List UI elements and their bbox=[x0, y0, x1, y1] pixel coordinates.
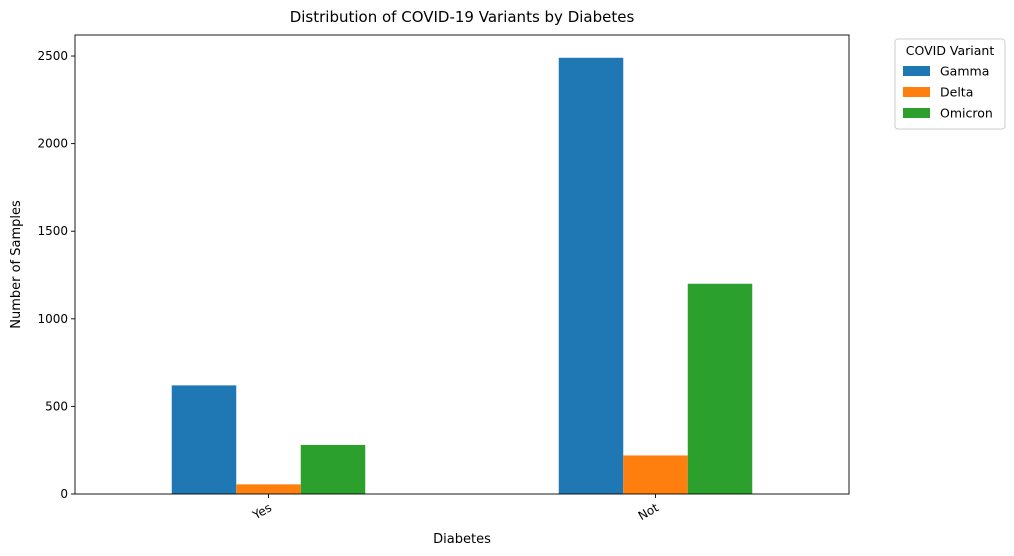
x-tick-label: Not bbox=[636, 500, 661, 523]
x-tick-label: Yes bbox=[249, 500, 274, 522]
legend-swatch-delta bbox=[903, 87, 930, 97]
y-tick-label: 0 bbox=[60, 487, 68, 501]
legend-swatch-omicron bbox=[903, 108, 930, 118]
bar-omicron-yes bbox=[300, 444, 366, 494]
y-tick-label: 500 bbox=[45, 399, 68, 413]
bar-gamma-not bbox=[558, 57, 624, 495]
bar-delta-not bbox=[623, 455, 688, 494]
y-axis-label: Number of Samples bbox=[9, 200, 24, 329]
legend-label-gamma: Gamma bbox=[940, 64, 989, 79]
legend-box bbox=[894, 38, 1006, 130]
chart-title: Distribution of COVID-19 Variants by Dia… bbox=[290, 8, 635, 26]
axes-frame bbox=[74, 34, 850, 495]
bar-delta-yes bbox=[236, 484, 301, 494]
y-tick-label: 1500 bbox=[37, 224, 68, 238]
y-tick-label: 2000 bbox=[37, 137, 68, 151]
legend-label-omicron: Omicron bbox=[940, 106, 993, 121]
y-tick-label: 1000 bbox=[37, 312, 68, 326]
legend-swatch-gamma bbox=[903, 66, 930, 76]
bar-omicron-not bbox=[687, 283, 753, 494]
y-tick-label: 2500 bbox=[37, 49, 68, 63]
x-axis-label: Diabetes bbox=[433, 532, 491, 547]
legend: COVID Variant Gamma Delta Omicron bbox=[894, 38, 1006, 130]
legend-title: COVID Variant bbox=[906, 43, 995, 58]
bar-gamma-yes bbox=[171, 385, 237, 494]
legend-label-delta: Delta bbox=[940, 85, 973, 100]
plot-area: 0 500 1000 1500 2000 2500 Yes Not bbox=[37, 34, 850, 523]
